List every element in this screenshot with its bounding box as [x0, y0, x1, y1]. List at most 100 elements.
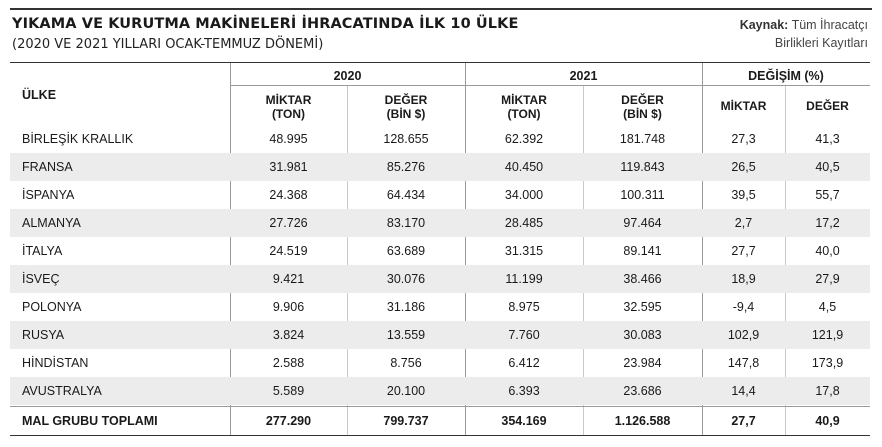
value-cell: 40,5: [815, 160, 840, 174]
top-rule: [10, 8, 872, 10]
value-cell: 9.906: [272, 300, 305, 314]
value-cell: 27.726: [269, 216, 308, 230]
value-cell: 119.843: [620, 160, 665, 174]
value-cell: 85.276: [386, 160, 426, 174]
subheader-2021-quantity: MİKTAR (TON): [501, 93, 547, 121]
value-cell: 24.519: [269, 244, 308, 258]
value-cell: 64.434: [386, 188, 426, 202]
value-cell: 17,2: [815, 216, 840, 230]
total-value-cell: 277.290: [265, 414, 312, 428]
value-cell: 23.686: [623, 384, 662, 398]
subheader-2021-value: DEĞER (BİN $): [621, 93, 664, 121]
country-cell: BİRLEŞİK KRALLIK: [22, 132, 134, 146]
subheader-change-value: DEĞER: [806, 99, 849, 113]
value-cell: 27,9: [815, 272, 840, 286]
value-cell: 83.170: [386, 216, 426, 230]
subheader-2020-quantity: MİKTAR (TON): [265, 93, 312, 121]
total-value-cell: 1.126.588: [614, 414, 671, 428]
total-value-cell: 27,7: [731, 414, 756, 428]
source-line1: Tüm İhracatçı: [791, 18, 868, 32]
table-row: İSPANYA 24.368 64.434 34.000 100.311 39,…: [10, 181, 870, 209]
total-value-cell: 354.169: [501, 414, 547, 428]
table-row: POLONYA 9.906 31.186 8.975 32.595 -9,4 4…: [10, 293, 870, 321]
value-cell: 128.655: [383, 132, 429, 146]
value-cell: 30.076: [386, 272, 426, 286]
column-divider: [702, 63, 703, 435]
page-subtitle: (2020 VE 2021 YILLARI OCAK-TEMMUZ DÖNEMİ…: [12, 37, 324, 52]
value-cell: 31.315: [504, 244, 544, 258]
group-header-change: DEĞİŞİM (%): [748, 69, 824, 83]
total-value-cell: 40,9: [815, 414, 840, 428]
value-cell: 8.756: [390, 356, 422, 370]
value-cell: 89.141: [623, 244, 662, 258]
value-cell: 31.186: [386, 300, 426, 314]
table-row: İTALYA 24.519 63.689 31.315 89.141 27,7 …: [10, 237, 870, 265]
value-cell: 39,5: [731, 188, 756, 202]
column-divider: [230, 63, 231, 435]
total-value-cell: 799.737: [383, 414, 429, 428]
value-cell: 13.559: [386, 328, 426, 342]
value-cell: 31.981: [269, 160, 308, 174]
group-header-2021: 2021: [569, 69, 598, 83]
column-divider: [347, 85, 348, 435]
value-cell: 9.421: [272, 272, 305, 286]
value-cell: 41,3: [815, 132, 840, 146]
table-row: RUSYA 3.824 13.559 7.760 30.083 102,9 12…: [10, 321, 870, 349]
value-cell: 2.588: [272, 356, 305, 370]
data-table: 2020 2021 DEĞİŞİM (%) ÜLKE MİKTAR (TON) D…: [10, 62, 870, 436]
value-cell: 147,8: [727, 356, 760, 370]
value-cell: 3.824: [272, 328, 305, 342]
value-cell: 7.760: [508, 328, 540, 342]
value-cell: 11.199: [505, 272, 543, 286]
table-row: AVUSTRALYA 5.589 20.100 6.393 23.686 14,…: [10, 377, 870, 405]
value-cell: 40,0: [815, 244, 840, 258]
country-cell: ALMANYA: [22, 216, 81, 230]
country-cell: HİNDİSTAN: [22, 356, 89, 370]
value-cell: 8.975: [508, 300, 540, 314]
total-label-cell: MAL GRUBU TOPLAMI: [22, 414, 158, 428]
country-cell: FRANSA: [22, 160, 73, 174]
subheader-change-quantity: MİKTAR: [720, 99, 767, 113]
value-cell: 24.368: [269, 188, 308, 202]
value-cell: 181.748: [619, 132, 666, 146]
value-cell: 121,9: [811, 328, 844, 342]
country-cell: POLONYA: [22, 300, 82, 314]
value-cell: 32.595: [623, 300, 662, 314]
value-cell: 38.466: [623, 272, 662, 286]
value-cell: 26,5: [731, 160, 756, 174]
value-cell: 102,9: [727, 328, 760, 342]
value-cell: 18,9: [731, 272, 756, 286]
value-cell: 97.464: [623, 216, 662, 230]
value-cell: 20.100: [386, 384, 426, 398]
column-divider: [465, 63, 466, 435]
value-cell: 62.392: [504, 132, 544, 146]
table-row: HİNDİSTAN 2.588 8.756 6.412 23.984 147,8…: [10, 349, 870, 377]
value-cell: 100.311: [620, 188, 665, 202]
value-cell: 23.984: [623, 356, 662, 370]
page-title: YIKAMA VE KURUTMA MAKİNELERİ İHRACATINDA…: [12, 16, 519, 32]
group-header-2020: 2020: [333, 69, 362, 83]
table-row: İSVEÇ 9.421 30.076 11.199 38.466 18,9 27…: [10, 265, 870, 293]
country-cell: İTALYA: [22, 244, 63, 258]
country-cell: İSPANYA: [22, 188, 75, 202]
table-row: BİRLEŞİK KRALLIK 48.995 128.655 62.392 1…: [10, 125, 870, 153]
value-cell: 4,5: [818, 300, 837, 314]
value-cell: -9,4: [732, 300, 755, 314]
value-cell: 27,7: [731, 244, 756, 258]
value-cell: 34.000: [504, 188, 544, 202]
value-cell: 173,9: [811, 356, 844, 370]
table-row: FRANSA 31.981 85.276 40.450 119.843 26,5…: [10, 153, 870, 181]
value-cell: 30.083: [623, 328, 662, 342]
source-note: Kaynak: Tüm İhracatçı Birlikleri Kayıtla…: [740, 16, 868, 52]
value-cell: 55,7: [815, 188, 840, 202]
value-cell: 40.450: [504, 160, 544, 174]
country-cell: RUSYA: [22, 328, 65, 342]
column-divider: [785, 85, 786, 435]
source-line2: Birlikleri Kayıtları: [774, 36, 868, 50]
value-cell: 63.689: [386, 244, 426, 258]
value-cell: 2,7: [734, 216, 753, 230]
subheader-2020-value: DEĞER (BİN $): [384, 93, 428, 121]
value-cell: 48.995: [269, 132, 308, 146]
value-cell: 6.412: [508, 356, 540, 370]
value-cell: 17,8: [815, 384, 840, 398]
